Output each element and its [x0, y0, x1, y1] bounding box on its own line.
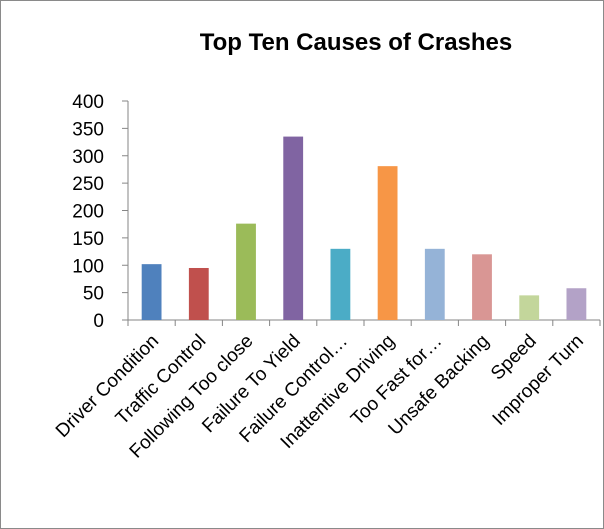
bar — [566, 288, 587, 320]
chart-title: Top Ten Causes of Crashes — [199, 29, 513, 56]
bar — [424, 248, 445, 320]
bars — [141, 136, 587, 320]
y-tick-label: 0 — [93, 311, 104, 332]
bar — [188, 267, 209, 320]
y-tick-label: 400 — [72, 92, 104, 113]
y-tick-label: 150 — [72, 229, 104, 250]
bar — [472, 254, 492, 320]
bar — [519, 295, 540, 320]
bar — [141, 264, 162, 320]
y-tick-label: 50 — [83, 284, 104, 305]
bar — [377, 166, 398, 320]
y-axis: 0 50 100 150 200 250 300 350 400 — [72, 92, 129, 332]
y-tick-label: 350 — [72, 119, 104, 140]
bar — [236, 223, 256, 320]
y-tick-label: 200 — [72, 202, 104, 223]
y-tick-label: 250 — [72, 174, 104, 195]
y-tick-label: 100 — [72, 256, 104, 277]
x-axis — [127, 319, 601, 326]
y-tick-label: 300 — [72, 147, 104, 168]
bar — [283, 136, 304, 320]
bar — [330, 248, 351, 320]
